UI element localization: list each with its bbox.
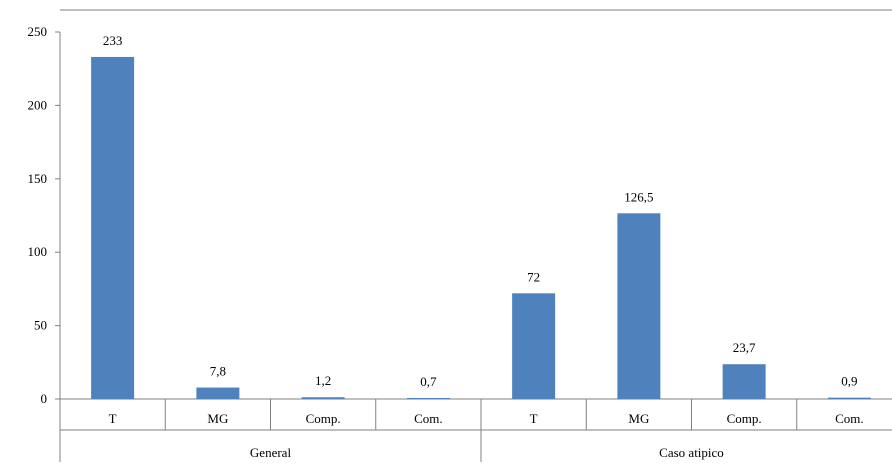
bar-data-label: 233 <box>103 33 123 48</box>
bar <box>512 293 556 399</box>
y-tick-label: 50 <box>34 318 47 333</box>
bar <box>196 387 240 399</box>
category-label: MG <box>207 411 228 426</box>
bar <box>617 213 661 399</box>
category-label: T <box>530 411 538 426</box>
bar <box>406 397 450 399</box>
bar <box>722 364 766 399</box>
y-tick-label: 100 <box>28 244 48 259</box>
bar-data-label: 126,5 <box>624 189 653 204</box>
bars <box>91 56 871 400</box>
bar-data-label: 1,2 <box>315 373 331 388</box>
bar <box>301 397 345 399</box>
bar <box>91 56 135 400</box>
axes <box>55 9 892 462</box>
bar <box>827 397 871 399</box>
bar-data-label: 72 <box>527 269 540 284</box>
labels: 0 50 100 150 200 250 233 T 7,8 MG 1,2 Comp. 0,7 Com. G… <box>28 24 864 460</box>
y-tick-label: 0 <box>41 391 48 406</box>
category-label: Comp. <box>306 411 341 426</box>
group-label: General <box>250 445 292 460</box>
y-tick-label: 200 <box>28 97 48 112</box>
category-label: Com. <box>835 411 864 426</box>
y-tick-label: 250 <box>28 24 48 39</box>
bar-data-label: 23,7 <box>733 340 756 355</box>
category-label: Comp. <box>727 411 762 426</box>
y-tick-label: 150 <box>28 171 48 186</box>
category-label: Com. <box>414 411 443 426</box>
bar-data-label: 0,9 <box>841 374 857 389</box>
category-label: MG <box>628 411 649 426</box>
group-label: Caso atipico <box>659 445 724 460</box>
category-label: T <box>109 411 117 426</box>
bar-data-label: 0,7 <box>420 374 437 389</box>
bar-data-label: 7,8 <box>210 364 226 379</box>
